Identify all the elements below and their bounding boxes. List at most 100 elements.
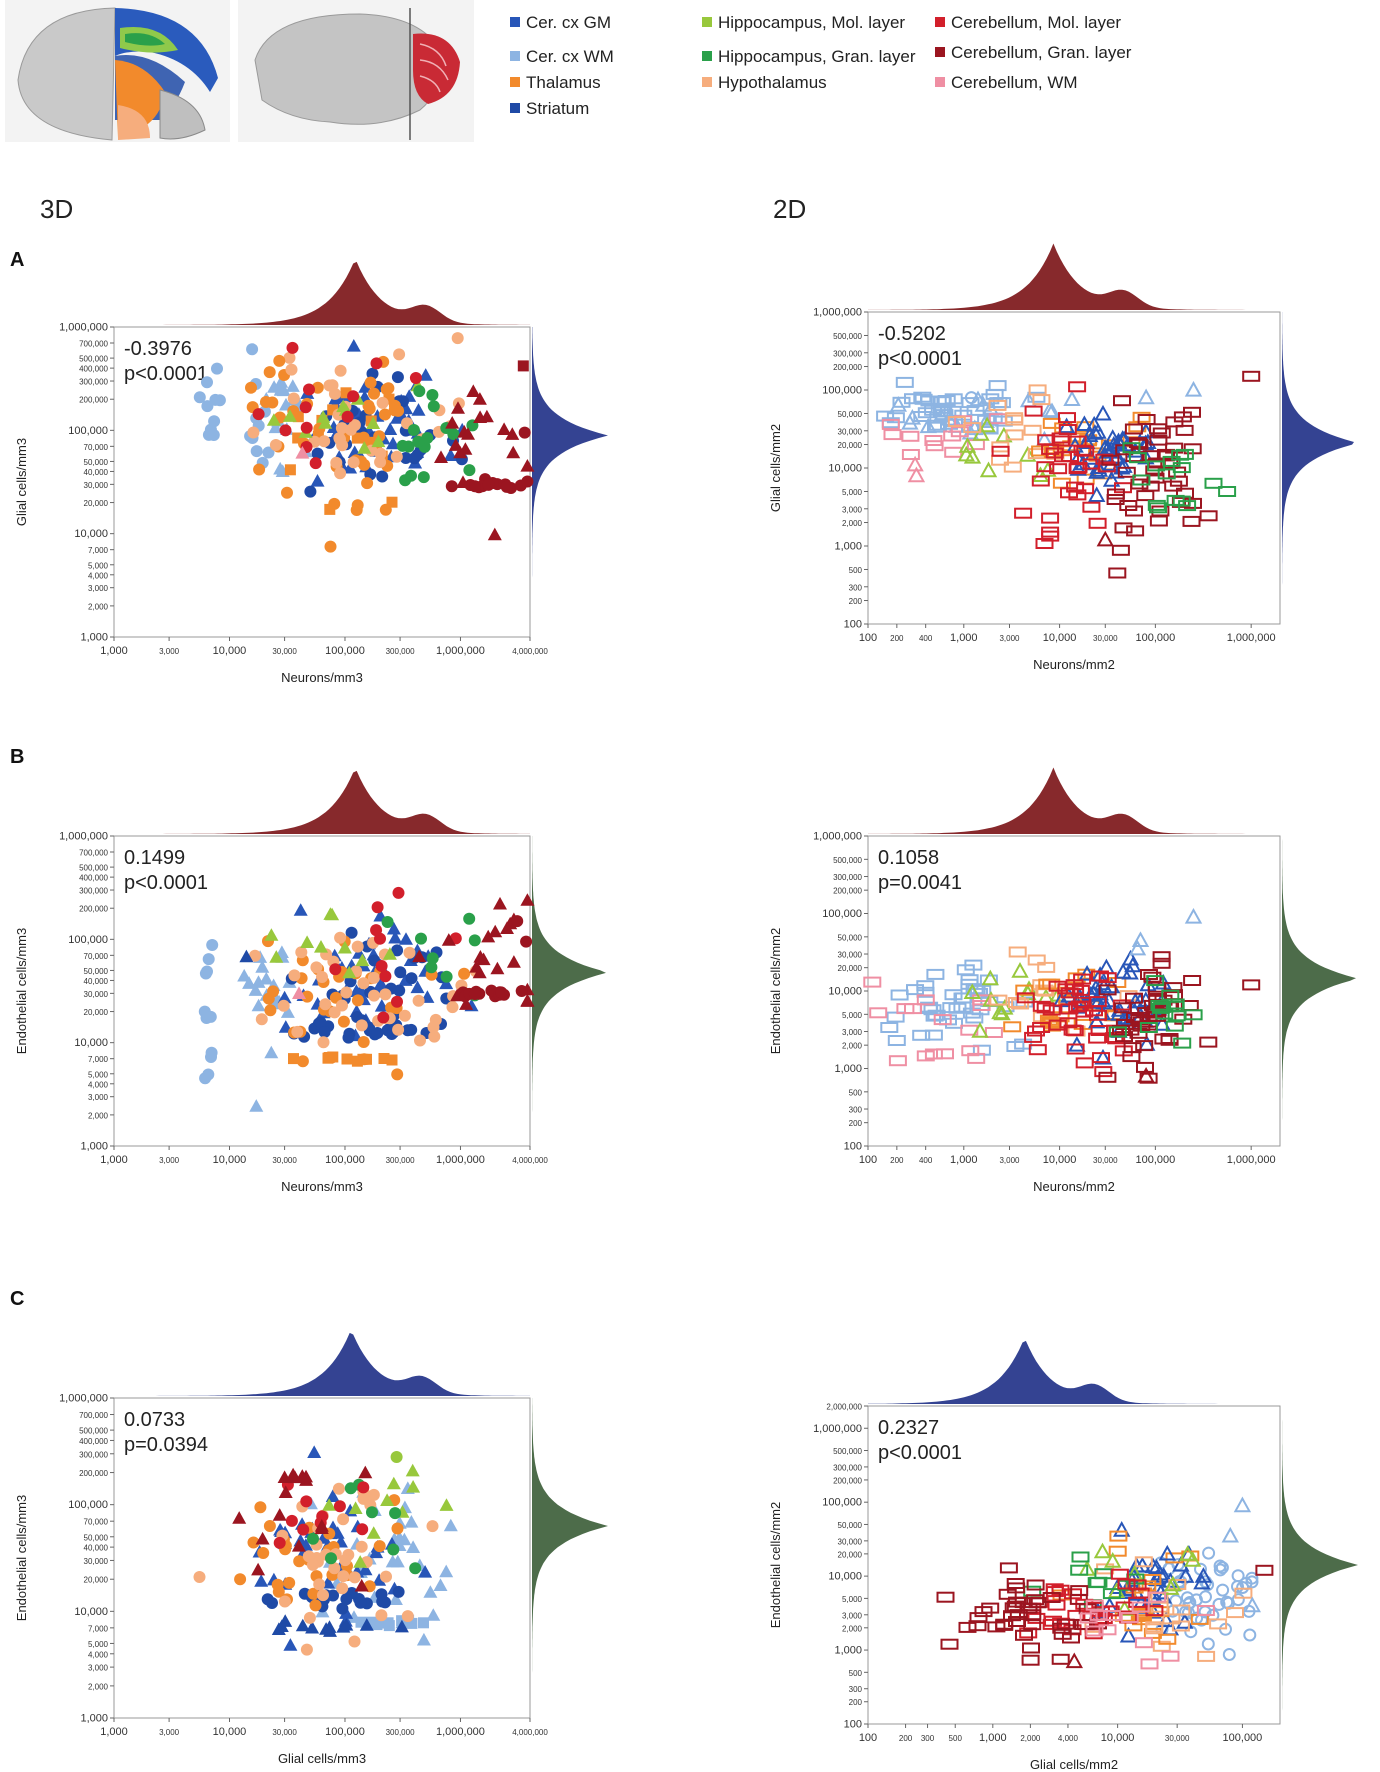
legend-label: Cerebellum, Mol. layer	[951, 13, 1121, 32]
data-point-hippo-mol	[979, 461, 998, 478]
data-point-cer-wm	[202, 1068, 215, 1081]
data-point-cereb-mol	[371, 901, 384, 914]
data-point-hypothalamus	[355, 1019, 368, 1032]
data-point-thalamus	[296, 1055, 309, 1068]
data-point-cereb-gran	[272, 1508, 287, 1521]
y-tick-label: 300,000	[833, 873, 862, 882]
data-point-thalamus	[273, 354, 286, 367]
y-tick-label: 200,000	[833, 887, 862, 896]
data-point-cereb-mol	[1032, 1022, 1051, 1033]
y-tick-label: 5,000	[842, 488, 863, 497]
data-point-hypothalamus	[310, 961, 323, 974]
data-point-hypothalamus	[351, 940, 364, 953]
data-point-cereb-mol	[299, 401, 312, 414]
data-point-thalamus	[1042, 417, 1061, 429]
data-point-cer-gm	[283, 1638, 298, 1651]
data-point-hypothalamus	[278, 1595, 291, 1608]
data-point-thalamus	[309, 1599, 322, 1612]
y-tick-label: 10,000	[828, 986, 862, 998]
data-point-cereb-gran	[1101, 454, 1120, 466]
data-point-hypothalamus	[428, 1030, 441, 1043]
data-point-hypothalamus	[339, 1554, 352, 1567]
data-point-hippo-mol	[382, 947, 397, 960]
data-point-hippo-mol	[981, 969, 999, 986]
data-point-hypothalamus	[1008, 946, 1027, 958]
data-point-cereb-mol	[1016, 992, 1035, 1004]
data-point-cer-wm	[211, 362, 223, 375]
data-point-hypothalamus	[1005, 429, 1024, 441]
data-point-cereb-wm	[1098, 1624, 1117, 1636]
x-tick-label: 30,000	[1093, 634, 1118, 643]
data-point-cereb-mol	[1049, 463, 1068, 475]
data-point-thalamus	[350, 504, 363, 516]
data-point-cer-gm	[1172, 1555, 1190, 1572]
data-point-hypothalamus	[1011, 998, 1030, 1010]
data-point-cereb-mol	[1028, 1044, 1047, 1056]
chart-b2d: 100 200 300 500 1,000 2,000 3,000 5,000 10,000 20…	[768, 767, 1356, 1194]
data-point-cereb-mol	[1092, 1052, 1110, 1064]
data-point-cereb-wm	[901, 430, 920, 442]
data-point-cereb-gran	[1051, 1653, 1070, 1665]
data-point-cereb-mol	[1014, 507, 1033, 519]
data-point-cereb-mol	[1041, 526, 1060, 538]
data-point-cereb-gran	[1149, 434, 1168, 446]
y-tick-label: 100,000	[68, 425, 108, 437]
data-point-cereb-mol	[1068, 463, 1087, 475]
data-point-hippo-gran	[463, 464, 476, 477]
data-point-hypothalamus	[328, 1006, 341, 1019]
data-point-hypothalamus	[374, 456, 387, 469]
data-point-cer-wm	[383, 1620, 395, 1632]
y-tick-label: 4,000	[88, 1080, 109, 1089]
y-tick-label: 400,000	[79, 874, 108, 883]
data-point-cer-wm	[204, 1010, 217, 1023]
data-point-hypothalamus	[403, 946, 416, 959]
data-point-cereb-mol	[357, 1481, 370, 1494]
data-point-cereb-wm	[904, 1003, 922, 1015]
data-point-hypothalamus	[412, 994, 425, 1007]
data-point-hippo-mol	[386, 1476, 401, 1490]
data-point-cereb-mol	[303, 383, 315, 396]
data-point-hippo-gran	[412, 435, 425, 448]
data-point-cereb-gran	[1053, 1628, 1072, 1640]
data-point-cereb-gran	[495, 986, 508, 999]
data-point-striatum	[314, 1016, 327, 1029]
data-point-hippo-gran	[1162, 455, 1181, 467]
data-point-cer-wm	[1040, 401, 1059, 418]
data-point-hypothalamus	[334, 467, 347, 480]
y-tick-label: 500,000	[833, 856, 862, 865]
data-point-thalamus	[378, 1053, 390, 1064]
legend-item-hippocampus-mol-layer: Hippocampus, Mol. layer	[702, 13, 905, 32]
legend-item-cer-cx-wm: Cer. cx WM	[510, 47, 614, 66]
y-tick-label: 7,000	[88, 546, 109, 555]
data-point-thalamus	[363, 436, 375, 448]
x-tick-label: 1,000,000	[1227, 1154, 1276, 1166]
y-tick-label: 100,000	[68, 934, 108, 946]
y-tick-label: 500,000	[79, 864, 108, 873]
data-point-hypothalamus	[451, 332, 464, 345]
data-point-cer-gm	[1089, 458, 1107, 474]
data-point-cer-wm	[1201, 1578, 1215, 1592]
data-point-thalamus	[245, 381, 257, 394]
data-point-hippo-mol	[991, 1003, 1009, 1020]
data-point-thalamus	[292, 411, 304, 423]
data-point-cer-wm	[1027, 391, 1046, 403]
data-point-cer-wm	[207, 429, 220, 441]
data-point-cereb-mol	[1060, 487, 1078, 499]
y-tick-label: 5,000	[88, 561, 109, 570]
data-point-cereb-mol	[1047, 1599, 1066, 1611]
data-point-hippo-mol	[336, 399, 351, 413]
data-point-hypothalamus	[277, 999, 290, 1012]
data-point-cereb-gran	[1106, 488, 1125, 500]
y-tick-label: 1,000	[834, 541, 862, 553]
data-point-striatum	[391, 944, 404, 957]
legend-item-cerebellum-wm: Cerebellum, WM	[935, 73, 1078, 92]
data-point-striatum	[394, 966, 407, 979]
data-point-cereb-mol	[273, 1536, 286, 1549]
data-point-hippo-mol	[314, 940, 328, 953]
x-tick-label: 100,000	[1135, 632, 1175, 644]
data-point-cer-wm	[423, 1585, 438, 1598]
data-point-cereb-gran	[1165, 416, 1184, 428]
data-point-striatum	[318, 1026, 331, 1038]
chart-c2d: 100 200 300 500 1,000 2,000 3,000 5,000 10,000 20…	[768, 1340, 1358, 1772]
data-point-cer-wm	[416, 1632, 431, 1646]
